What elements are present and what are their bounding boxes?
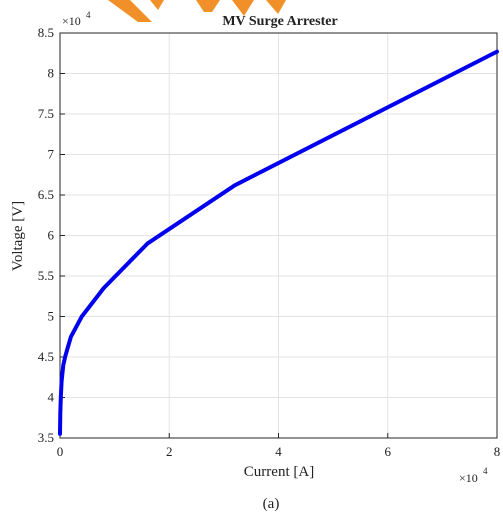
y-tick-label: 4.5: [38, 349, 54, 364]
grid-lines: [60, 33, 497, 438]
x-tick-label: 0: [57, 444, 64, 459]
y-multiplier: ×10 4: [62, 10, 91, 28]
y-tick-label: 6: [48, 228, 55, 243]
svg-text:×10: ×10: [62, 14, 81, 28]
x-axis: 0 2 4 6 8: [57, 433, 501, 459]
y-tick-label: 7.5: [38, 106, 54, 121]
watermark-shape: [150, 0, 164, 10]
watermark-shape: [232, 0, 254, 16]
x-multiplier: ×10 4: [459, 466, 488, 485]
y-tick-label: 5.5: [38, 268, 54, 283]
y-axis-label: Voltage [V]: [10, 201, 26, 271]
y-tick-label: 4: [48, 390, 55, 405]
y-tick-label: 3.5: [38, 430, 54, 445]
y-tick-label: 6.5: [38, 187, 54, 202]
series-line: [58, 49, 499, 436]
y-tick-label: 5: [48, 309, 55, 324]
x-tick-label: 6: [385, 444, 392, 459]
svg-text:4: 4: [86, 10, 91, 20]
y-tick-label: 8.5: [38, 25, 54, 40]
watermark-shape: [108, 0, 152, 22]
y-tick-label: 7: [48, 147, 55, 162]
watermark-logo: [108, 0, 286, 22]
figure-caption: (a): [263, 496, 280, 512]
x-tick-label: 4: [275, 444, 282, 459]
plot-frame: [59, 32, 498, 439]
watermark-shape: [196, 0, 220, 12]
x-tick-label: 8: [494, 444, 501, 459]
x-axis-label: Current [A]: [244, 464, 314, 480]
watermark-shape: [266, 0, 286, 14]
y-tick-label: 8: [48, 66, 55, 81]
svg-text:4: 4: [483, 466, 488, 476]
svg-text:×10: ×10: [459, 471, 478, 485]
chart-title: MV Surge Arrester: [222, 14, 337, 29]
x-tick-label: 2: [166, 444, 173, 459]
